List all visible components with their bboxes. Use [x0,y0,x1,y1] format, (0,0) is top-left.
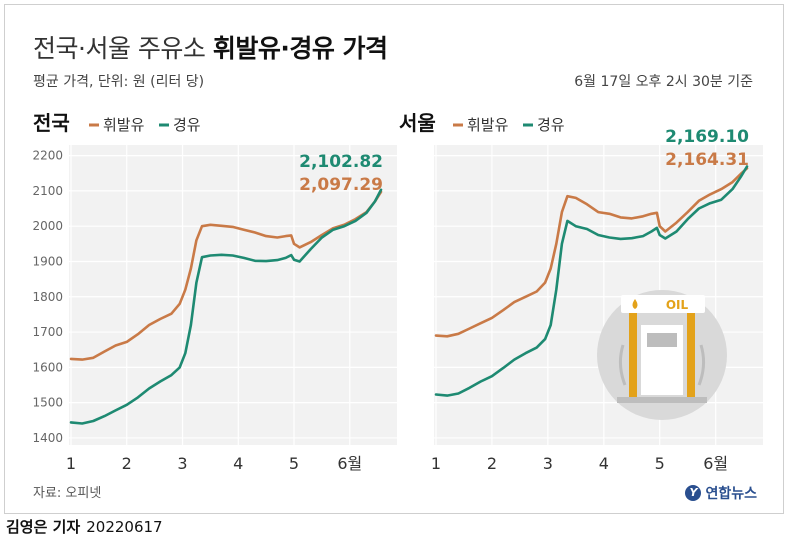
x-tick-label: 6월 [337,454,362,473]
infographic-frame: 전국·서울 주유소 휘발유·경유 가격 평균 가격, 단위: 원 (리터 당) … [4,4,784,514]
logo-text: 연합뉴스 [705,486,757,502]
x-tick-label: 6월 [703,454,728,473]
y-tick-label: 1900 [32,254,63,268]
end-value-label-diesel: 2,102.82 [299,152,383,172]
logo-mark-icon: Y [685,485,702,501]
x-tick-label: 3 [543,454,553,473]
chart-national: 1400 1500 1600 1700 1800 1900 2000 2100 2200 1 2 3 4… [32,111,397,473]
page-title: 전국·서울 주유소 휘발유·경유 가격 [33,29,388,65]
icon-hose-right [697,344,706,386]
icon-base [617,397,707,403]
y-tick-label: 2000 [32,219,63,233]
legend: 휘발유 경유 [453,116,565,134]
icon-pillar-left [629,313,637,399]
icon-pillar-right [687,313,695,399]
legend-label-diesel: 경유 [537,116,565,134]
x-tick-label: 2 [487,454,497,473]
series-line-gasoline [69,190,383,361]
x-tick-label: 4 [233,454,243,473]
end-value-label-gasoline: 2,097.29 [299,175,383,195]
fuel-drop-icon [632,299,638,309]
chart-seoul: 1 2 3 4 5 6월 서울 휘발유 경유 OIL 2,169.10 2,164.31 [399,111,763,473]
icon-pump-screen [647,333,677,347]
x-tick-label: 4 [599,454,609,473]
y-tick-label: 1800 [32,290,63,304]
title-bold: 휘발유·경유 가격 [212,34,388,63]
legend-label-gasoline: 휘발유 [467,116,509,134]
source-note: 자료: 오피넷 [33,486,102,501]
as-of-timestamp: 6월 17일 오후 2시 30분 기준 [574,74,753,90]
reporter-name: 김영은 기자 [6,518,81,536]
charts-canvas: 1400 1500 1600 1700 1800 1900 2000 2100 2200 1 2 3 4… [32,111,763,473]
x-tick-label: 3 [177,454,187,473]
yonhap-logo: Y 연합뉴스 [685,483,757,503]
end-value-label-gasoline: 2,164.31 [665,150,749,170]
chart-title: 서울 [399,111,436,135]
legend-label-gasoline: 휘발유 [103,116,145,134]
series-line-gasoline [434,167,749,338]
x-tick-label: 5 [289,454,299,473]
subtitle: 평균 가격, 단위: 원 (리터 당) [33,74,205,90]
y-tick-label: 1600 [32,360,63,374]
y-tick-label: 2100 [32,184,63,198]
x-tick-label: 1 [66,454,76,473]
plot-panel [434,145,763,445]
y-tick-label: 1400 [32,431,63,445]
x-tick-label: 1 [431,454,441,473]
plot-panel [69,145,397,445]
x-tick-label: 5 [655,454,665,473]
legend-label-diesel: 경유 [173,116,201,134]
series-line-diesel [69,188,383,425]
article-code: 20220617 [86,518,163,536]
end-value-label-diesel: 2,169.10 [665,127,749,147]
chart-title: 전국 [33,111,70,135]
x-tick-label: 2 [122,454,132,473]
gas-station-icon: OIL [597,290,727,420]
title-light: 전국·서울 주유소 [33,34,213,63]
y-tick-label: 1700 [32,325,63,339]
credit-line: 김영은 기자 20220617 [6,516,163,537]
y-tick-label: 1500 [32,396,63,410]
oil-sign-label: OIL [666,298,689,312]
series-line-diesel [434,165,749,397]
legend: 휘발유 경유 [89,116,201,134]
icon-hose-left [618,344,627,386]
y-tick-label: 2200 [32,149,63,163]
icon-sign-board [621,295,705,313]
